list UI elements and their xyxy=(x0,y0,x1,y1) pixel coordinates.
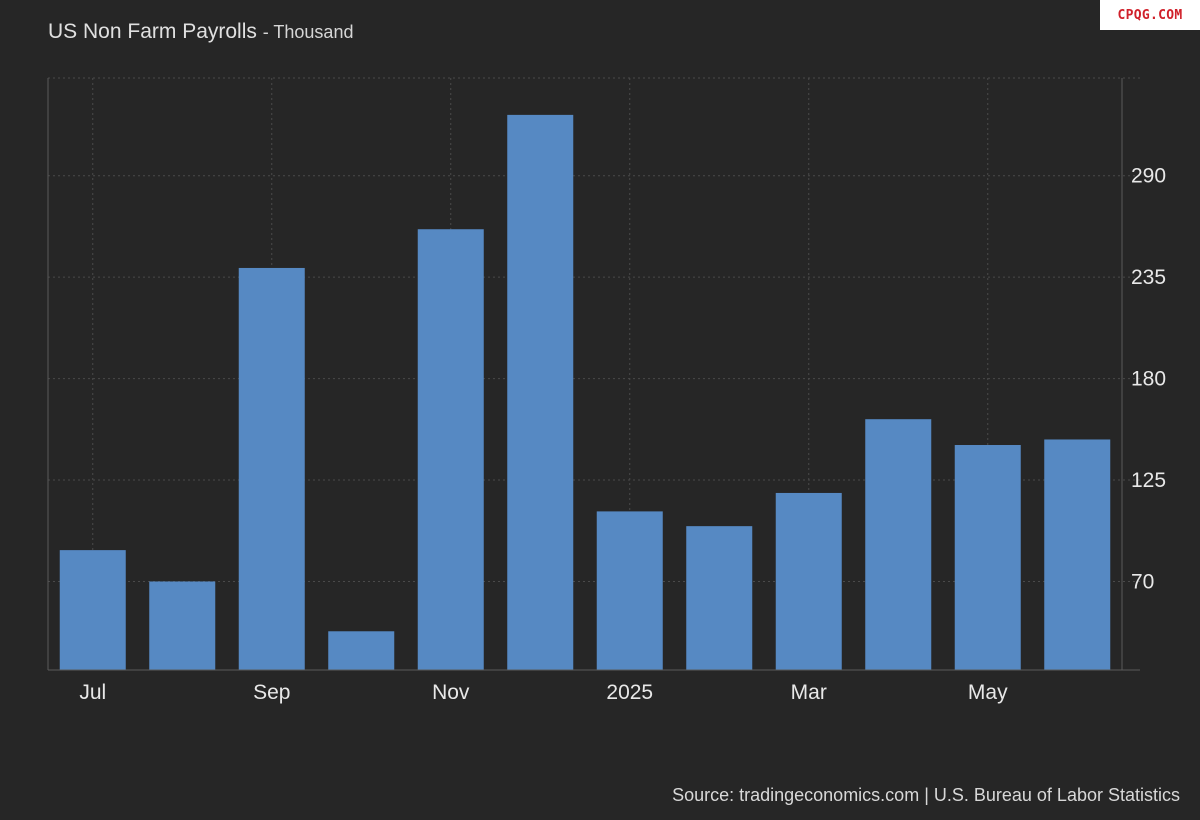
bar-jul xyxy=(59,550,126,670)
bar-sep xyxy=(238,267,305,670)
bar-may xyxy=(954,445,1021,670)
bar-2025 xyxy=(596,511,663,670)
chart-title-unit: - Thousand xyxy=(262,22,354,42)
y-axis-ticks: 70 125 180 235 290 xyxy=(1131,165,1166,594)
x-tick-label: Jul xyxy=(79,681,106,704)
y-tick-label: 235 xyxy=(1131,266,1166,289)
source-note: Source: tradingeconomics.com | U.S. Bure… xyxy=(672,785,1180,805)
bar-aug xyxy=(149,581,216,670)
y-tick-label: 290 xyxy=(1131,165,1166,188)
chart-title-main: US Non Farm Payrolls xyxy=(48,20,257,43)
x-axis-ticks: Jul Sep Nov 2025 Mar May xyxy=(79,681,1008,704)
bar-oct xyxy=(328,631,395,670)
bar-apr xyxy=(865,419,932,670)
x-tick-label: Mar xyxy=(791,681,827,704)
watermark-badge: CPQG.COM xyxy=(1100,0,1200,30)
y-tick-label: 180 xyxy=(1131,368,1166,391)
chart-axes xyxy=(47,78,1140,671)
y-tick-label: 125 xyxy=(1131,469,1166,492)
x-tick-label: 2025 xyxy=(606,681,653,704)
bar-feb xyxy=(686,526,753,670)
bar-dec xyxy=(507,114,574,670)
bar-jun xyxy=(1044,439,1111,670)
x-tick-label: Nov xyxy=(432,681,470,704)
bar-mar xyxy=(775,492,842,670)
x-tick-label: Sep xyxy=(253,681,290,704)
x-tick-label: May xyxy=(968,681,1008,704)
bar-nov xyxy=(417,229,484,670)
chart-title: US Non Farm Payrolls - Thousand xyxy=(48,20,353,44)
chart-bars xyxy=(59,114,1111,670)
y-tick-label: 70 xyxy=(1131,570,1154,593)
